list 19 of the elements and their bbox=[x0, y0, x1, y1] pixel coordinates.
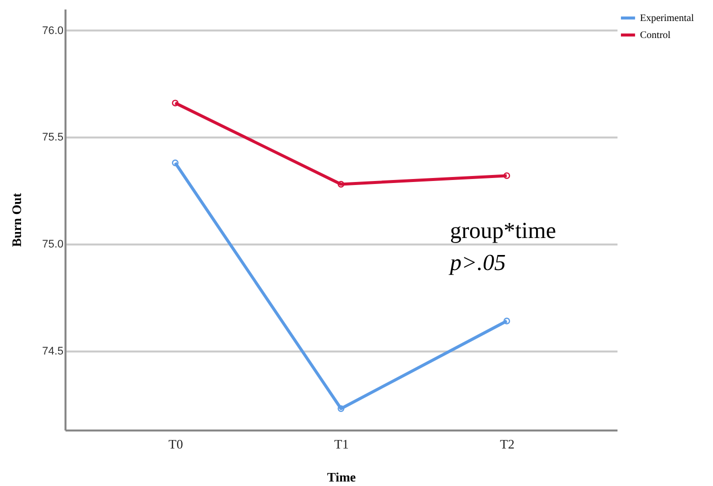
x-tick-label: T0 bbox=[168, 436, 183, 452]
point bbox=[338, 405, 344, 412]
point bbox=[338, 180, 344, 188]
y-tick-label: 75.0 bbox=[42, 238, 64, 251]
y-tick-label: 75.5 bbox=[42, 132, 64, 144]
x-axis-title: Time bbox=[327, 470, 356, 484]
y-tick-label: 74.5 bbox=[42, 345, 64, 358]
point bbox=[172, 160, 179, 166]
point bbox=[172, 100, 179, 106]
legend-label: Control bbox=[640, 30, 671, 41]
x-tick-label: T2 bbox=[500, 436, 514, 452]
x-tick-label: T1 bbox=[334, 436, 349, 452]
legend-label: Experimental bbox=[640, 13, 694, 24]
annotation: p>.05 bbox=[448, 250, 506, 275]
point bbox=[503, 172, 510, 180]
y-axis-title: Burn Out bbox=[9, 192, 24, 247]
annotation: group*time bbox=[450, 218, 556, 243]
y-tick-label: 76.0 bbox=[42, 24, 64, 37]
point bbox=[503, 318, 510, 324]
